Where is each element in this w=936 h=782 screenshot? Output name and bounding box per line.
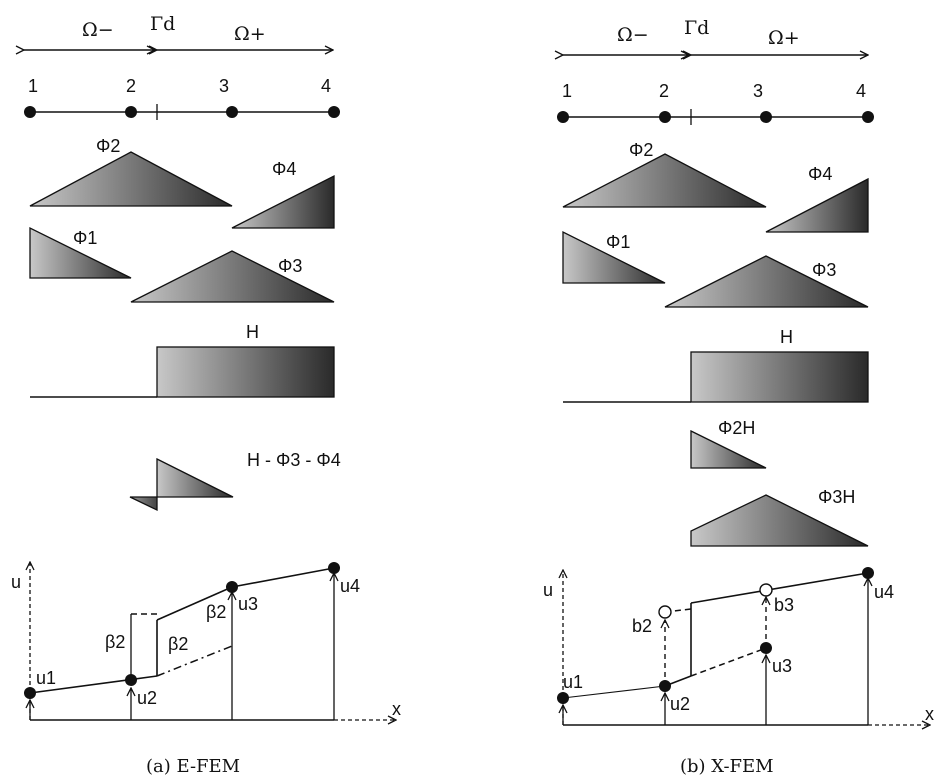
u3-label: u3: [238, 594, 258, 614]
b3-label: b3: [774, 595, 794, 615]
panel-b: Ω− Γd Ω+ 1 2 3 4 Φ2 Φ4 Φ1 Φ3 H Φ2H Φ3H u: [543, 17, 934, 777]
u2-point-b: [659, 680, 671, 692]
u4-label: u4: [340, 576, 360, 596]
beta2-label-top: β2: [206, 602, 226, 622]
omega-minus-label: Ω−: [82, 19, 114, 41]
node-2-b: [659, 111, 671, 123]
gamma-d-label-b: Γd: [684, 17, 709, 39]
solution-left-b: [562, 685, 666, 699]
phi2-shape: [29, 151, 233, 207]
node-4-label-b: 4: [856, 81, 866, 101]
u2-label-b: u2: [670, 694, 690, 714]
node-4-b: [862, 111, 874, 123]
b2-point: [658, 605, 672, 619]
enriched-label: H - Φ3 - Φ4: [247, 450, 341, 470]
node-1-label: 1: [28, 76, 38, 96]
phi2-shape-b: [562, 153, 767, 208]
beta-dashed-lower: [156, 645, 233, 677]
heaviside-shape: [156, 346, 335, 398]
u4-label-b: u4: [874, 582, 894, 602]
node-3-label-b: 3: [753, 81, 763, 101]
omega-plus-label: Ω+: [234, 23, 266, 45]
x-axis-label: x: [392, 699, 401, 719]
phi1-shape: [29, 226, 132, 279]
node-2-label-b: 2: [659, 81, 669, 101]
u3-dashed: [690, 647, 767, 677]
node-3-b: [760, 111, 772, 123]
phi3h-label: Φ3H: [818, 487, 855, 507]
u3-point-b: [760, 642, 772, 654]
heaviside-label-b: H: [780, 327, 793, 347]
node-3-label: 3: [219, 76, 229, 96]
node-1: [24, 106, 36, 118]
node-2: [125, 106, 137, 118]
phi3-shape: [130, 250, 335, 303]
caption-a: (a) E-FEM: [146, 756, 240, 777]
phi3-shape-b: [664, 255, 869, 308]
phi2h-shape: [690, 429, 767, 469]
phi4-label-b: Φ4: [808, 164, 832, 184]
solution-right-2: [231, 567, 335, 588]
gamma-d-label: Γd: [150, 13, 175, 35]
u-axis-label: u: [11, 572, 21, 592]
phi2-label: Φ2: [96, 136, 120, 156]
node-1-label-b: 1: [562, 81, 572, 101]
u2-label: u2: [137, 688, 157, 708]
u3-point: [226, 581, 238, 593]
enriched-shape-lower: [129, 496, 158, 512]
phi4-shape-b: [765, 177, 869, 233]
u2-point: [125, 674, 137, 686]
u1-label-b: u1: [563, 672, 583, 692]
phi3-label: Φ3: [278, 256, 302, 276]
node-4: [328, 106, 340, 118]
u3-label-b: u3: [772, 656, 792, 676]
phi4-label: Φ4: [272, 159, 296, 179]
x-axis-label-b: x: [925, 704, 934, 724]
node-2-label: 2: [126, 76, 136, 96]
b2-label: b2: [632, 616, 652, 636]
b3-point: [759, 583, 773, 597]
phi3h-shape: [690, 494, 869, 547]
node-1-b: [557, 111, 569, 123]
solution-right: [156, 586, 233, 621]
omega-minus-label-b: Ω−: [617, 24, 649, 46]
enriched-shape-upper: [156, 457, 234, 498]
phi2-label-b: Φ2: [629, 140, 653, 160]
node-3: [226, 106, 238, 118]
panel-a: Ω− Γd Ω+ 1 2 3 4 Φ2 Φ4 Φ1 Φ3 H H - Φ3 - …: [11, 13, 401, 777]
phi1-label-b: Φ1: [606, 232, 630, 252]
beta2-label-right: β2: [168, 634, 188, 654]
phi1-shape-b: [562, 230, 666, 284]
phi4-shape: [231, 174, 335, 229]
caption-b: (b) X-FEM: [680, 756, 774, 777]
beta2-label-left: β2: [105, 632, 125, 652]
solution-right-b: [690, 572, 869, 604]
u1-point: [24, 687, 36, 699]
heaviside-shape-b: [690, 351, 869, 403]
u1-point-b: [557, 692, 569, 704]
u1-label: u1: [36, 668, 56, 688]
phi2h-label: Φ2H: [718, 418, 755, 438]
u4-point: [328, 562, 340, 574]
phi3-label-b: Φ3: [812, 260, 836, 280]
node-4-label: 4: [321, 76, 331, 96]
phi1-label: Φ1: [73, 228, 97, 248]
omega-plus-label-b: Ω+: [768, 27, 800, 49]
heaviside-label: H: [246, 322, 259, 342]
u4-point-b: [862, 567, 874, 579]
u-axis-label-b: u: [543, 580, 553, 600]
